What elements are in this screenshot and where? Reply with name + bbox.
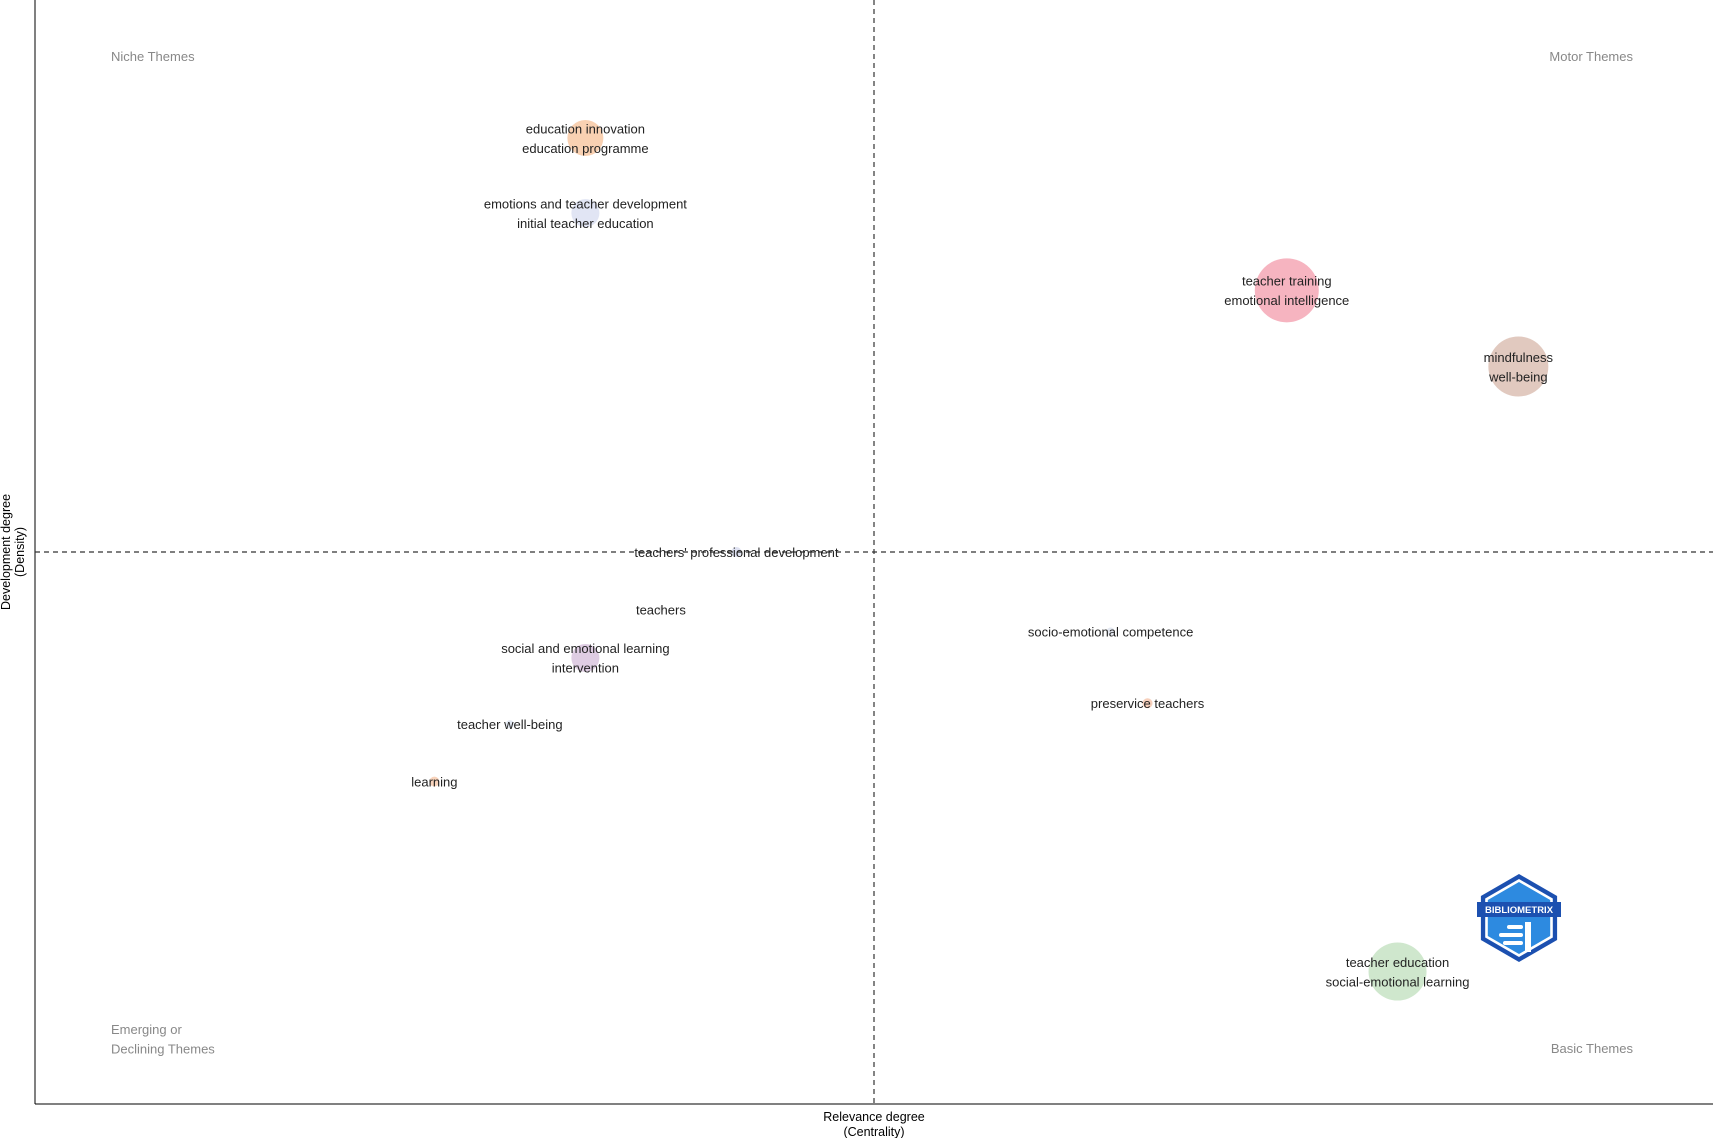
- bibliometrix-logo: BIBLIOMETRIX: [1477, 874, 1561, 962]
- bubble-8: [429, 776, 440, 787]
- bubble-label: teacher training: [1242, 274, 1332, 289]
- quadrant-label-top-right: Motor Themes: [1549, 49, 1633, 64]
- logo-bar-0: [1507, 925, 1523, 929]
- bubble-label: teachers' professional development: [634, 545, 838, 560]
- bubble-label: intervention: [552, 661, 619, 676]
- plot-frame: [34, 0, 1713, 1105]
- quadrant-label-bottom-right: Basic Themes: [1551, 1041, 1634, 1056]
- quadrant-label-bottom-left: Declining Themes: [111, 1042, 215, 1057]
- bubble-label: mindfulness: [1484, 350, 1554, 365]
- bubble-label: learning: [411, 775, 457, 790]
- bubble-1: [571, 199, 600, 228]
- bubble-5: [657, 606, 664, 613]
- bubble-2: [1254, 258, 1319, 323]
- quadrant-label-top-left: Niche Themes: [111, 49, 195, 64]
- bubble-label: social and emotional learning: [501, 641, 669, 656]
- bubble-layer: [429, 120, 1549, 1001]
- bubble-4: [731, 547, 742, 557]
- bubble-label: well-being: [1488, 369, 1548, 384]
- bubble-label: emotional intelligence: [1224, 293, 1349, 308]
- bubble-label: initial teacher education: [517, 216, 654, 231]
- logo-text: BIBLIOMETRIX: [1485, 905, 1554, 916]
- logo-bar-1: [1499, 933, 1523, 937]
- bubble-label: socio-emotional competence: [1028, 624, 1193, 639]
- logo-bar-2: [1503, 941, 1523, 945]
- bubble-6: [571, 643, 600, 672]
- axis-title-layer: Relevance degree(Centrality) Development …: [0, 494, 925, 1138]
- bubble-label: preservice teachers: [1091, 696, 1205, 711]
- bubble-label: education programme: [522, 141, 648, 156]
- bubble-7: [505, 720, 514, 729]
- bubble-9: [1106, 627, 1115, 636]
- bubble-label: teacher education: [1346, 955, 1449, 970]
- logo-tower: [1525, 922, 1531, 952]
- bubble-0: [567, 120, 604, 156]
- x-axis-title: Relevance degree: [823, 1110, 925, 1124]
- quadrant-label-layer: Niche Themes Motor Themes Emerging or Decli…: [111, 49, 1633, 1057]
- bubble-label: education innovation: [526, 121, 645, 136]
- bubble-label: teacher well-being: [457, 717, 563, 732]
- quadrant-label-bottom-left: Emerging or: [111, 1022, 182, 1037]
- bubble-3: [1488, 336, 1549, 397]
- bubble-label: emotions and teacher development: [484, 196, 687, 211]
- y-axis-title: Development degree: [0, 494, 13, 610]
- logo-banner: [1477, 902, 1561, 917]
- y-axis-title: (Density): [13, 527, 27, 577]
- x-axis-title: (Centrality): [843, 1125, 904, 1138]
- bubble-11: [1368, 942, 1427, 1001]
- bubble-10: [1142, 698, 1153, 709]
- bubble-label-layer: education innovation education programme e…: [411, 121, 1553, 989]
- bubble-label: social-emotional learning: [1326, 974, 1470, 989]
- bubble-label: teachers: [636, 602, 686, 617]
